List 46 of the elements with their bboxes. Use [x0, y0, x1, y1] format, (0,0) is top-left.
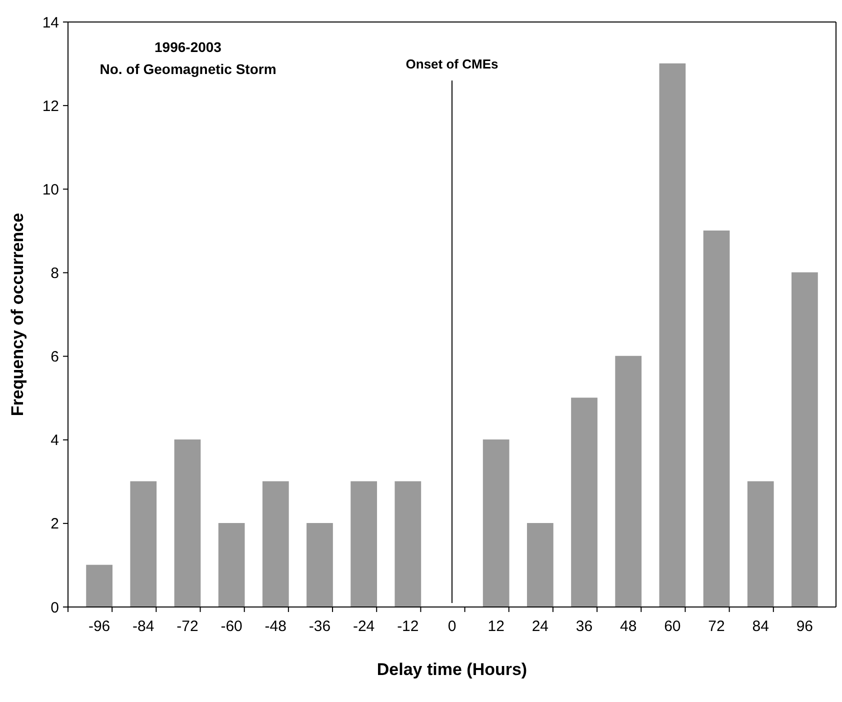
x-tick-label: 60 [664, 618, 681, 635]
y-tick-label: 8 [50, 264, 59, 282]
y-tick-label: 2 [50, 516, 59, 533]
x-tick-label: -60 [220, 618, 242, 635]
annotation: No. of Geomagnetic Storm [100, 61, 276, 77]
bar [703, 230, 730, 608]
y-tick-label: 6 [50, 348, 59, 366]
bar [350, 481, 378, 608]
bar [482, 439, 510, 608]
x-tick-label: 12 [488, 618, 504, 635]
x-axis-title: Delay time (Hours) [376, 660, 528, 679]
bar [571, 398, 598, 608]
y-tick-label: 4 [50, 432, 59, 450]
x-tick-label: -96 [88, 618, 110, 635]
bar [130, 481, 157, 608]
bar [306, 523, 333, 608]
x-tick-label: -72 [176, 618, 198, 635]
x-tick-label: 36 [576, 618, 593, 635]
annotation: 1996-2003 [154, 39, 222, 55]
x-tick-label: -24 [352, 618, 375, 635]
bar [174, 439, 201, 608]
bar [659, 63, 686, 608]
bar [86, 564, 112, 608]
bar [747, 481, 774, 608]
x-tick-label: 72 [708, 618, 725, 635]
x-tick-label: 24 [532, 618, 549, 635]
x-tick-label: 48 [620, 618, 637, 635]
x-tick-label: 0 [448, 618, 456, 635]
y-tick-label: 10 [42, 181, 59, 198]
y-tick-label: 14 [42, 14, 59, 32]
y-tick-label: 0 [50, 599, 59, 616]
x-tick-label: -84 [132, 618, 154, 635]
bar [394, 481, 422, 608]
x-tick-label: -36 [308, 618, 331, 635]
x-tick-label: 96 [796, 618, 814, 635]
x-tick-label: 84 [752, 618, 769, 635]
bar [792, 272, 818, 608]
bar [615, 356, 642, 608]
x-tick-label: -48 [264, 618, 286, 635]
bar [262, 481, 289, 608]
y-tick-label: 12 [42, 98, 59, 115]
bar [218, 523, 245, 608]
x-tick-label: -12 [397, 618, 419, 635]
bar [526, 523, 554, 608]
y-axis-title: Frequency of occurrence [8, 212, 27, 416]
ref-line-label: Onset of CMEs [406, 56, 498, 72]
